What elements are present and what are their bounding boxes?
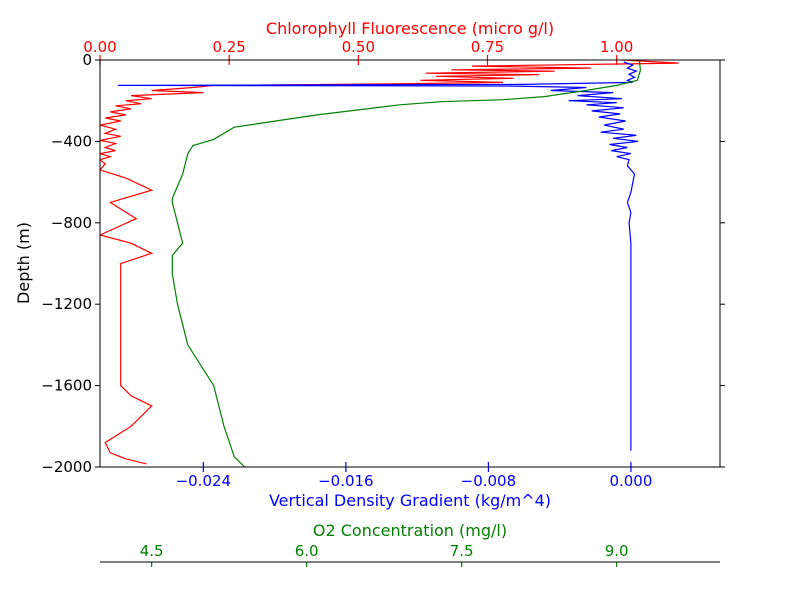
series-layer (100, 60, 679, 467)
oxygen-tick-label: 4.5 (140, 542, 164, 560)
bottom-tick-label: −0.016 (318, 472, 374, 490)
top-tick-label: 1.00 (600, 38, 633, 56)
top-tick-label: 0.00 (83, 38, 116, 56)
y-tick-label: −800 (51, 214, 92, 232)
plot-frame (99, 59, 721, 468)
y-axis-title: Depth (m) (14, 222, 33, 304)
bottom-tick-label: 0.000 (609, 472, 652, 490)
bottom-tick-label: −0.008 (461, 472, 517, 490)
bottom-axis-title: Vertical Density Gradient (kg/m^4) (269, 491, 551, 510)
top-tick-label: 0.25 (212, 38, 245, 56)
oxygen-tick-label: 9.0 (605, 542, 629, 560)
oxygen-tick-label: 6.0 (295, 542, 319, 560)
oxygen-series-line (171, 60, 642, 467)
y-tick-label: −1200 (41, 295, 92, 313)
density-series-line (117, 61, 639, 451)
y-tick-label: −400 (51, 132, 92, 150)
bottom-tick-label: −0.024 (176, 472, 232, 490)
top-tick-label: 0.75 (471, 38, 504, 56)
top-tick-label: 0.50 (342, 38, 375, 56)
y-tick-label: −2000 (41, 458, 92, 476)
y-tick-label: −1600 (41, 377, 92, 395)
oxygen-tick-label: 7.5 (450, 542, 474, 560)
chlorophyll-series-line (100, 60, 679, 465)
tick-layer: 0 −400 −800 −1200 −1600 −2000 0.00 0.25 0.50 0.75… (41, 38, 725, 567)
oxygen-axis-title: O2 Concentration (mg/l) (313, 521, 507, 540)
y-tick-label: 0 (82, 51, 92, 69)
top-axis-title: Chlorophyll Fluorescence (micro g/l) (266, 19, 554, 38)
